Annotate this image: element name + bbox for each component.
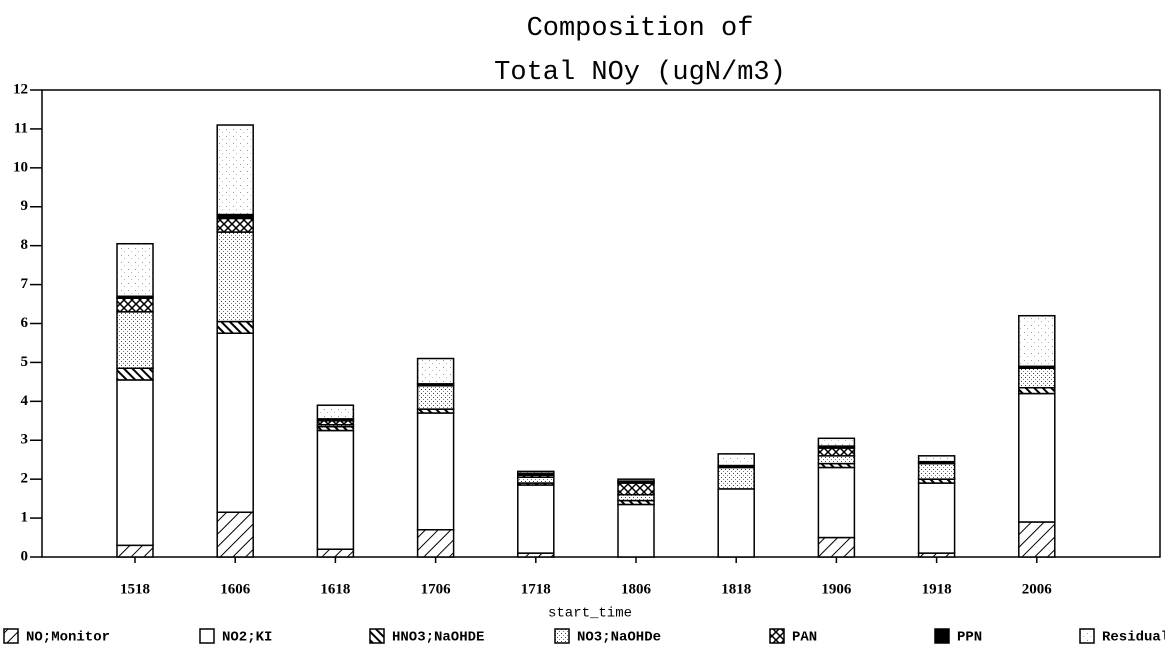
x-tick-label: 1706 — [421, 581, 452, 597]
legend-label: PAN — [792, 630, 817, 646]
bar-segment — [216, 332, 254, 513]
legend-swatch — [1079, 628, 1095, 644]
bar-segment — [416, 529, 455, 558]
bar-segment — [817, 455, 856, 465]
bar-segment — [817, 536, 856, 558]
legend-swatch — [554, 628, 570, 644]
y-tick-label: 2 — [21, 471, 29, 487]
bar-segment — [216, 320, 254, 334]
bar-segment — [1018, 367, 1056, 389]
y-tick-label: 11 — [14, 120, 28, 136]
x-tick-label: 1918 — [922, 581, 952, 597]
bar-segment — [1018, 521, 1056, 558]
bar-segment — [617, 482, 655, 496]
y-tick-label: 9 — [21, 198, 29, 214]
legend-swatch — [3, 628, 19, 644]
bar-segment — [917, 482, 956, 554]
chart-title: Composition of — [527, 14, 754, 44]
bar-segment — [517, 484, 555, 554]
bar-segment — [416, 357, 455, 385]
x-tick-label: 1718 — [521, 581, 551, 597]
y-tick-label: 4 — [21, 393, 29, 409]
bar-segment — [517, 470, 555, 475]
x-tick-label: 1818 — [721, 581, 751, 597]
legend-label: NO2;KI — [222, 630, 272, 646]
bar-segment — [116, 544, 154, 558]
bar-segment — [116, 311, 154, 370]
y-tick-label: 7 — [21, 276, 29, 292]
legend-label: NO;Monitor — [26, 630, 110, 646]
bar-segment — [817, 466, 856, 539]
x-tick-label: 1518 — [120, 581, 150, 597]
legend-swatch — [199, 628, 215, 644]
x-tick-label: 1806 — [621, 581, 652, 597]
bar-segment — [216, 231, 254, 323]
x-tick-label: 1606 — [220, 581, 251, 597]
y-tick-label: 8 — [21, 237, 29, 253]
bar-segment — [216, 511, 254, 558]
bar-segment — [316, 404, 355, 420]
bar-segment — [416, 385, 455, 410]
bar-segment — [617, 493, 655, 502]
bar-segment — [216, 124, 254, 216]
bar-segment — [1018, 386, 1056, 395]
legend-label: HNO3;NaOHDE — [392, 630, 484, 646]
bar-segment — [116, 242, 154, 298]
bar-segment — [216, 217, 254, 233]
chart-title: Total NOy (ugN/m3) — [494, 58, 786, 88]
y-tick-label: 5 — [21, 354, 29, 370]
bar-segment — [817, 447, 856, 457]
y-tick-label: 3 — [21, 432, 29, 448]
bar-segment — [517, 476, 555, 484]
bar-segment — [316, 548, 355, 558]
bar-segment — [416, 412, 455, 531]
y-tick-label: 0 — [21, 548, 29, 564]
bar-segment — [717, 488, 755, 558]
bar-segment — [116, 379, 154, 547]
y-tick-label: 12 — [13, 81, 28, 97]
bar-segment — [116, 367, 154, 381]
y-tick-label: 6 — [21, 315, 29, 331]
x-tick-label: 2006 — [1022, 581, 1053, 597]
legend-label: Residual — [1102, 630, 1165, 646]
x-tick-label: 1906 — [821, 581, 852, 597]
legend-swatch — [934, 628, 950, 644]
x-axis-label: start_time — [548, 606, 632, 622]
x-tick-label: 1618 — [320, 581, 350, 597]
bar-segment — [717, 466, 755, 490]
legend-swatch — [369, 628, 385, 644]
bar-segment — [1018, 314, 1056, 368]
plot-frame — [41, 89, 1161, 558]
legend-label: NO3;NaOHDe — [577, 630, 661, 646]
bar-segment — [116, 297, 154, 313]
bar-segment — [617, 503, 655, 558]
y-tick-label: 1 — [21, 510, 29, 526]
bar-segment — [316, 429, 355, 550]
legend-label: PPN — [957, 630, 982, 646]
bar-segment — [817, 437, 856, 447]
bar-segment — [1018, 392, 1056, 523]
bar-segment — [717, 453, 755, 467]
y-tick-label: 10 — [13, 159, 28, 175]
bar-segment — [917, 462, 956, 480]
bar-segment — [917, 455, 956, 463]
bar-segment — [617, 478, 655, 482]
legend-swatch — [769, 628, 785, 644]
